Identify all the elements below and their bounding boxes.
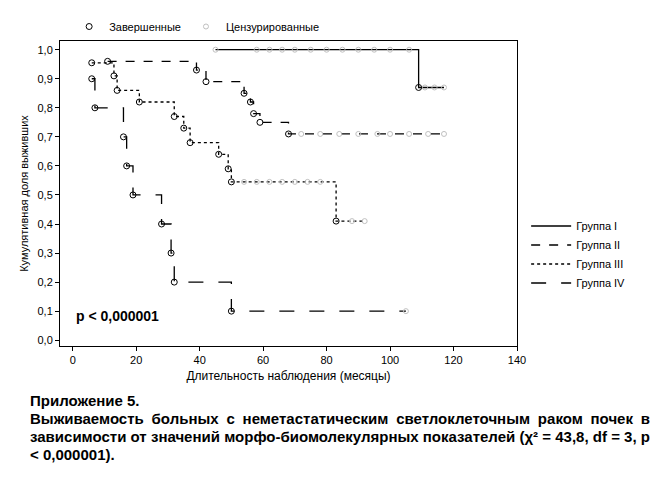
svg-text:Группа II: Группа II <box>576 239 620 251</box>
svg-text:0,2: 0,2 <box>38 276 53 288</box>
svg-text:120: 120 <box>444 354 462 366</box>
svg-text:20: 20 <box>130 354 142 366</box>
svg-text:60: 60 <box>257 354 269 366</box>
svg-text:0,3: 0,3 <box>38 247 53 259</box>
svg-text:0,4: 0,4 <box>38 218 53 230</box>
svg-text:Группа I: Группа I <box>576 220 617 232</box>
svg-text:0,0: 0,0 <box>38 334 53 346</box>
html-text:Выживаемость больных с неметас: Выживаемость больных с неметастатическим… <box>30 410 650 463</box>
svg-text:Группа III: Группа III <box>576 258 623 270</box>
svg-text:Цензурированные: Цензурированные <box>226 21 319 33</box>
svg-text:0,8: 0,8 <box>38 102 53 114</box>
svg-text:0,9: 0,9 <box>38 73 53 85</box>
svg-text:0,1: 0,1 <box>38 305 53 317</box>
svg-text:0: 0 <box>70 354 76 366</box>
svg-text:Кумулятивная доля выживших: Кумулятивная доля выживших <box>18 115 30 272</box>
svg-text:40: 40 <box>194 354 206 366</box>
svg-text:Завершенные: Завершенные <box>109 21 181 33</box>
svg-text:100: 100 <box>381 354 399 366</box>
svg-text:Длительность наблюдения (месяц: Длительность наблюдения (месяцы) <box>186 369 390 383</box>
svg-text:140: 140 <box>508 354 526 366</box>
html-text:Приложение 5.: Приложение 5. <box>30 392 140 409</box>
svg-text:80: 80 <box>320 354 332 366</box>
svg-text:0,7: 0,7 <box>38 131 53 143</box>
svg-text:p < 0,000001: p < 0,000001 <box>76 308 159 324</box>
svg-text:0,6: 0,6 <box>38 160 53 172</box>
svg-text:0,5: 0,5 <box>38 189 53 201</box>
svg-text:Группа IV: Группа IV <box>576 277 625 289</box>
svg-text:1,0: 1,0 <box>38 44 53 56</box>
